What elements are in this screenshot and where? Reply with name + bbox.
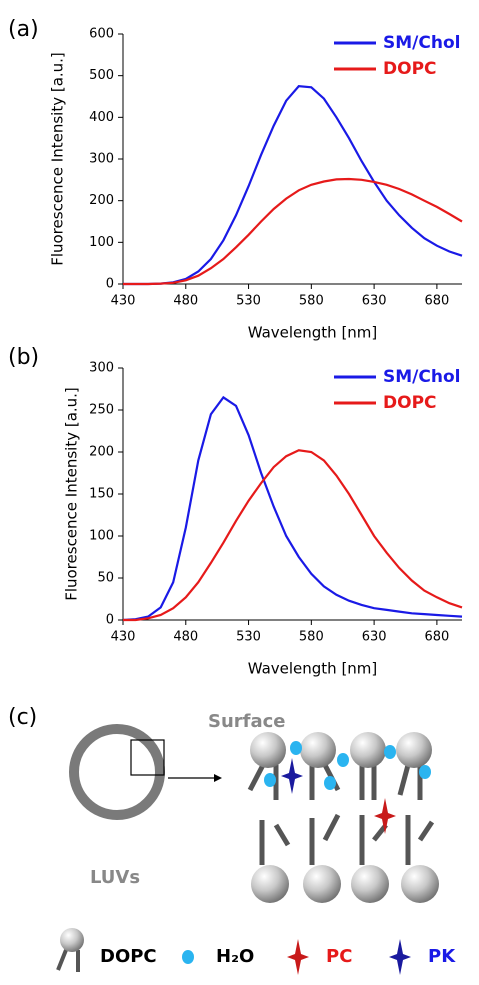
series-line xyxy=(123,84,463,286)
x-tick-label: 630 xyxy=(362,630,387,645)
x-tick-label: 630 xyxy=(362,294,387,309)
diagram: (c) Surface LUVs DOPC H₂O PC PK xyxy=(8,705,456,975)
series-line xyxy=(123,177,463,286)
legend-water: H₂O xyxy=(216,946,254,967)
y-tick-label: 250 xyxy=(89,403,114,418)
pk-probe xyxy=(281,758,303,794)
vesicle xyxy=(69,724,165,820)
y-tick-label: 0 xyxy=(106,613,114,628)
series-line xyxy=(123,449,463,622)
y-tick-label: 300 xyxy=(89,361,114,376)
legend-label: DOPC xyxy=(383,59,437,79)
panel-label: (a) xyxy=(8,17,39,42)
water-molecules xyxy=(264,741,431,790)
y-tick-label: 300 xyxy=(89,152,114,167)
pc-probe xyxy=(374,798,396,834)
legend-lipid: DOPC xyxy=(100,946,157,967)
x-tick-label: 680 xyxy=(424,630,449,645)
y-tick-label: 200 xyxy=(89,445,114,460)
x-tick-label: 530 xyxy=(236,630,261,645)
y-axis-label: Fluorescence Intensity [a.u.] xyxy=(63,387,81,601)
panel-label: (b) xyxy=(8,345,39,370)
y-tick-label: 0 xyxy=(106,277,114,292)
zoom-box xyxy=(130,739,165,776)
y-tick-label: 400 xyxy=(89,110,114,125)
series-line xyxy=(122,395,463,622)
y-tick-label: 600 xyxy=(89,27,114,42)
x-tick-label: 580 xyxy=(299,294,324,309)
legend-label: SM/Chol xyxy=(383,33,460,53)
legend-pk: PK xyxy=(428,946,456,967)
y-tick-label: 150 xyxy=(89,487,114,502)
legend-label: SM/Chol xyxy=(383,367,460,387)
surface-label: Surface xyxy=(208,711,286,732)
y-tick-label: 100 xyxy=(89,235,114,250)
y-tick-label: 50 xyxy=(97,571,114,586)
arrow-head xyxy=(214,774,222,782)
y-axis-label: Fluorescence Intensity [a.u.] xyxy=(49,52,67,266)
x-tick-label: 430 xyxy=(111,630,136,645)
x-tick-label: 680 xyxy=(424,294,449,309)
x-tick-label: 530 xyxy=(236,294,261,309)
legend-label: DOPC xyxy=(383,393,437,413)
lipid-tails xyxy=(247,763,435,865)
x-tick-label: 430 xyxy=(111,294,136,309)
panel-label: (c) xyxy=(8,705,37,730)
lipid-heads xyxy=(250,732,439,903)
x-tick-label: 480 xyxy=(173,630,198,645)
diagram-legend: DOPC H₂O PC PK xyxy=(56,928,456,975)
y-tick-label: 200 xyxy=(89,193,114,208)
x-axis-label: Wavelength [nm] xyxy=(248,660,378,678)
y-tick-label: 100 xyxy=(89,529,114,544)
y-tick-label: 500 xyxy=(89,68,114,83)
vesicle-label: LUVs xyxy=(90,867,140,888)
x-tick-label: 480 xyxy=(173,294,198,309)
x-axis-label: Wavelength [nm] xyxy=(248,324,378,342)
x-tick-label: 580 xyxy=(299,630,324,645)
legend-pc: PC xyxy=(326,946,352,967)
